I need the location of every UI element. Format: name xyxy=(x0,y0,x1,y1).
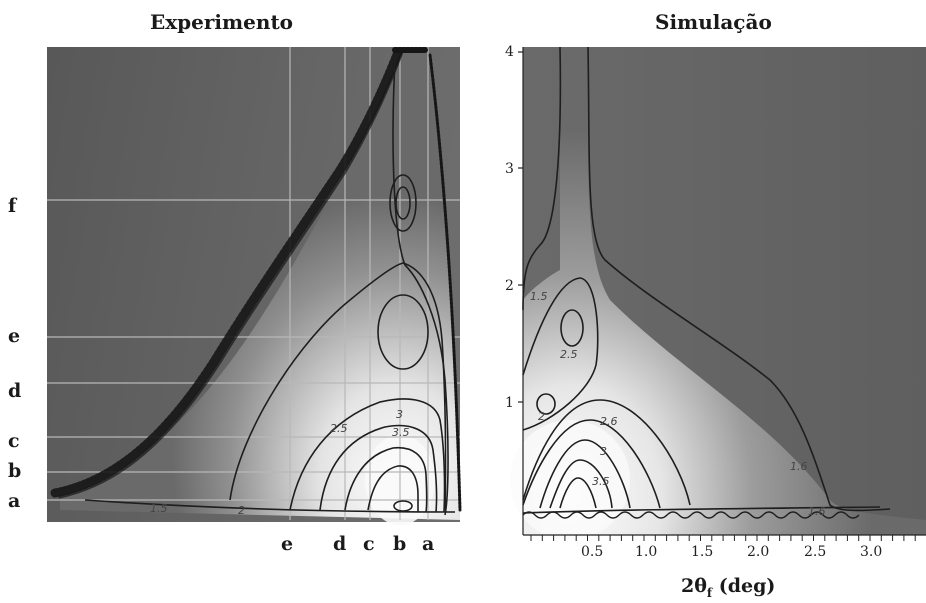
left-contour-labels: 1.5 2 2.5 3 3.5 xyxy=(150,408,410,517)
right-y-tick-labels: 1 2 3 4 xyxy=(505,44,514,411)
x-tick-3-0: 3.0 xyxy=(860,544,882,560)
row-label-c: c xyxy=(8,430,20,452)
right-contour-label-3: 2 xyxy=(538,410,545,423)
left-contour-label-4: 3 xyxy=(396,408,403,421)
left-contour-label-5: 3.5 xyxy=(392,426,410,439)
right-contour-label-1: 1.5 xyxy=(530,290,548,303)
row-label-b: b xyxy=(8,460,22,482)
right-contour-label-6: 3.5 xyxy=(592,475,610,488)
right-ripple-band xyxy=(522,511,860,519)
right-x-tick-labels: 0.5 1.0 1.5 2.0 2.5 3.0 xyxy=(581,544,882,560)
x-tick-1-5: 1.5 xyxy=(691,544,713,560)
right-panel-title: Simulação xyxy=(655,10,772,34)
col-label-d: d xyxy=(333,533,347,555)
right-contour-labels: 1.5 2.5 2 2.6 3 3.5 1.6 1.6 xyxy=(530,290,826,518)
right-contour-label-5: 3 xyxy=(600,445,607,458)
right-contour-label-4: 2.6 xyxy=(600,415,618,428)
left-contour-label-1: 1.5 xyxy=(150,502,168,515)
left-contour-label-3: 2.5 xyxy=(330,422,348,435)
x-tick-2-5: 2.5 xyxy=(804,544,826,560)
col-label-a: a xyxy=(422,533,435,555)
axis-label-unit: (deg) xyxy=(718,575,776,597)
row-label-e: e xyxy=(8,325,21,347)
right-contour-label-8: 1.6 xyxy=(808,505,826,518)
right-x-minor-ticks xyxy=(530,535,916,541)
row-label-d: d xyxy=(8,380,22,402)
col-label-e: e xyxy=(281,533,294,555)
left-panel-map xyxy=(47,47,460,525)
axis-label-subscript: f xyxy=(706,585,713,600)
y-tick-2: 2 xyxy=(505,278,514,294)
left-panel-title: Experimento xyxy=(150,10,294,34)
left-contour-label-2: 2 xyxy=(238,504,245,517)
right-contour-label-7: 1.6 xyxy=(790,460,808,473)
right-x-axis-label: 2θf (deg) xyxy=(681,575,775,600)
y-tick-1: 1 xyxy=(505,395,514,411)
row-label-f: f xyxy=(8,195,17,217)
left-specular-band xyxy=(50,47,462,512)
x-tick-0-5: 0.5 xyxy=(581,544,603,560)
row-label-a: a xyxy=(8,490,21,512)
y-tick-3: 3 xyxy=(505,161,514,177)
col-label-b: b xyxy=(393,533,407,555)
col-label-c: c xyxy=(363,533,375,555)
x-tick-1-0: 1.0 xyxy=(635,544,657,560)
x-tick-2-0: 2.0 xyxy=(747,544,769,560)
axis-label-theta: 2θ xyxy=(681,575,707,597)
right-contour-label-2: 2.5 xyxy=(560,348,578,361)
right-panel-map xyxy=(510,47,926,540)
left-contours xyxy=(84,59,456,516)
y-tick-4: 4 xyxy=(505,44,514,60)
